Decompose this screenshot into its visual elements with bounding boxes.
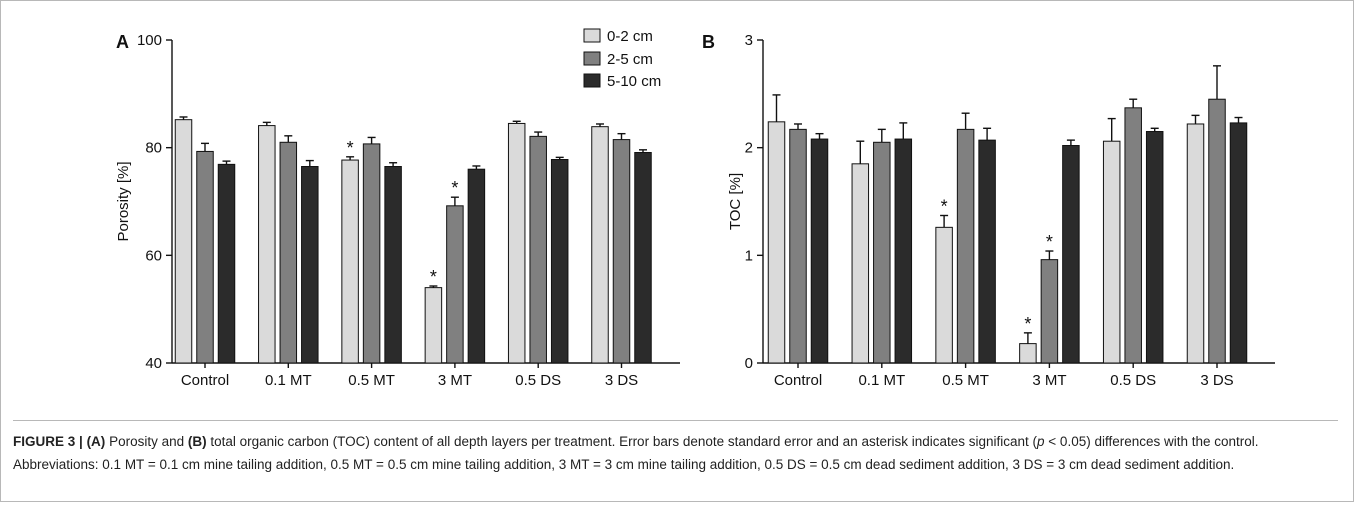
legend-label-0-2cm: 0-2 cm <box>607 28 653 45</box>
caption-part-a-tag: (A) <box>87 434 106 449</box>
bar-control-0-2-cm <box>768 122 785 363</box>
panel-b-letter: B <box>702 32 715 52</box>
bar-3-ds-0-2-cm <box>592 127 609 363</box>
bar-3-mt-2-5-cm <box>1041 260 1058 363</box>
y-tick-label: 100 <box>137 32 162 49</box>
x-tick-label-0-1-mt: 0.1 MT <box>265 372 312 389</box>
y-tick-label: 1 <box>745 247 753 264</box>
caption-figure-label: FIGURE 3 | <box>13 434 83 449</box>
bar-0-5-ds-0-2-cm <box>1103 141 1120 363</box>
bar-control-2-5-cm <box>197 151 214 363</box>
caption-p-symbol: p <box>1037 434 1045 449</box>
x-tick-label-0-5-mt: 0.5 MT <box>942 372 989 389</box>
y-axis-label: Porosity [%] <box>115 161 132 241</box>
bar-3-mt-0-2-cm <box>1020 344 1037 363</box>
bar-0-1-mt-5-10-cm <box>895 139 912 363</box>
significance-asterisk: * <box>1024 314 1031 334</box>
x-tick-label-0-5-ds: 0.5 DS <box>515 372 561 389</box>
bar-0-5-ds-5-10-cm <box>551 160 568 363</box>
bar-control-5-10-cm <box>218 164 235 363</box>
bar-control-0-2-cm <box>175 120 192 363</box>
figure-caption: FIGURE 3 | (A) Porosity and (B) total or… <box>13 420 1338 476</box>
legend-label-2-5cm: 2-5 cm <box>607 51 653 68</box>
bar-0-1-mt-2-5-cm <box>874 142 891 363</box>
x-tick-label-3-ds: 3 DS <box>605 372 638 389</box>
y-tick-label: 60 <box>145 247 162 264</box>
bar-0-5-mt-2-5-cm <box>957 129 974 363</box>
bar-3-mt-2-5-cm <box>447 206 464 363</box>
caption-part-a-text: Porosity and <box>105 434 188 449</box>
significance-asterisk: * <box>430 267 437 287</box>
bar-3-ds-5-10-cm <box>635 153 652 363</box>
y-tick-label: 3 <box>745 32 753 49</box>
legend-swatch-5-10cm <box>584 74 600 87</box>
bar-0-5-ds-2-5-cm <box>530 136 547 363</box>
bar-0-5-mt-5-10-cm <box>385 167 402 363</box>
bar-0-5-mt-5-10-cm <box>979 140 996 363</box>
x-tick-label-0-1-mt: 0.1 MT <box>858 372 905 389</box>
y-axis-label: TOC [%] <box>727 173 744 230</box>
bar-3-mt-5-10-cm <box>1063 146 1080 363</box>
figure-charts: A 40 60 80 100 Porosity [%] Control 0.1 MT * 0.5… <box>0 0 1357 420</box>
significance-asterisk: * <box>347 138 354 158</box>
significance-asterisk: * <box>1046 232 1053 252</box>
caption-part-b-text: total organic carbon (TOC) content of al… <box>207 434 1037 449</box>
bar-3-ds-2-5-cm <box>1209 99 1226 363</box>
bar-0-1-mt-5-10-cm <box>302 167 319 363</box>
bar-3-ds-2-5-cm <box>613 140 630 363</box>
bar-0-5-ds-2-5-cm <box>1125 108 1142 363</box>
significance-asterisk: * <box>451 178 458 198</box>
bar-0-5-ds-5-10-cm <box>1146 132 1163 363</box>
bar-0-5-mt-0-2-cm <box>342 160 359 363</box>
bar-3-mt-0-2-cm <box>425 288 442 363</box>
y-tick-label: 80 <box>145 140 162 157</box>
bar-control-2-5-cm <box>790 129 807 363</box>
y-tick-label: 40 <box>145 355 162 372</box>
x-tick-label-0-5-ds: 0.5 DS <box>1110 372 1156 389</box>
x-tick-label-3-mt: 3 MT <box>1032 372 1066 389</box>
bar-0-5-mt-2-5-cm <box>363 144 380 363</box>
bar-0-5-mt-0-2-cm <box>936 227 953 363</box>
x-tick-label-control: Control <box>181 372 229 389</box>
x-tick-label-3-ds: 3 DS <box>1200 372 1233 389</box>
x-tick-label-0-5-mt: 0.5 MT <box>348 372 395 389</box>
legend-label-5-10cm: 5-10 cm <box>607 73 661 90</box>
legend: 0-2 cm 2-5 cm 5-10 cm <box>584 28 661 90</box>
bar-3-ds-5-10-cm <box>1230 123 1247 363</box>
x-tick-label-control: Control <box>774 372 822 389</box>
y-tick-label: 2 <box>745 140 753 157</box>
bar-control-5-10-cm <box>811 139 828 363</box>
bar-0-1-mt-0-2-cm <box>852 164 869 363</box>
legend-swatch-0-2cm <box>584 29 600 42</box>
significance-asterisk: * <box>941 196 948 216</box>
bar-3-mt-5-10-cm <box>468 169 485 363</box>
x-tick-label-3-mt: 3 MT <box>438 372 472 389</box>
y-tick-label: 0 <box>745 355 753 372</box>
caption-part-b-tag: (B) <box>188 434 207 449</box>
panel-a-letter: A <box>116 32 129 52</box>
bar-0-1-mt-2-5-cm <box>280 142 297 363</box>
bar-0-1-mt-0-2-cm <box>259 126 276 363</box>
panel-b-toc-chart: B 0 1 2 3 TOC [%] Control 0.1 MT * 0.5 MT * * 3 MT 0… <box>702 32 1275 389</box>
bar-3-ds-0-2-cm <box>1187 124 1204 363</box>
legend-swatch-2-5cm <box>584 52 600 65</box>
bar-0-5-ds-0-2-cm <box>508 123 525 363</box>
